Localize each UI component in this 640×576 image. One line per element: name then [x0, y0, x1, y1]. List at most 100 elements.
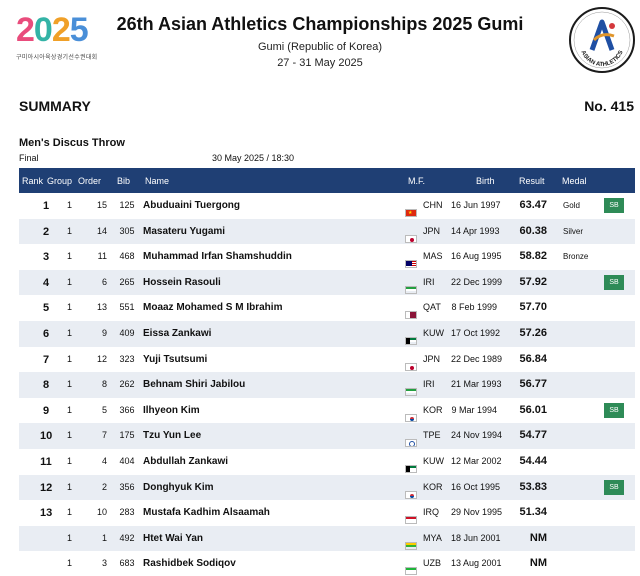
bib-cell: 305	[119, 225, 135, 236]
group-cell: 1	[67, 251, 73, 262]
irq-flag	[405, 509, 417, 525]
bib-cell: 356	[119, 481, 135, 492]
birth-date: 16 Oct 1995	[451, 481, 501, 492]
country-code: CHN	[423, 200, 443, 210]
rank-cell: 12	[40, 481, 53, 494]
birth-date: 18 Jun 2001	[451, 532, 501, 543]
rank-cell: 2	[42, 225, 50, 238]
logo-subtitle: 구미아시아육상경기선수권대회	[16, 55, 98, 61]
uzb-flag	[405, 560, 417, 576]
table-row: 10 1 7 175 Tzu Yun Lee TPE 24 Nov 1994 54.77	[19, 423, 635, 449]
kor-flag	[405, 407, 417, 422]
table-row: 5 1 13 551 Moaaz Mohamed S M Ibrahim QAT 8 Feb…	[19, 295, 635, 321]
order-cell: 7	[101, 430, 107, 441]
logo-mark: 2025	[16, 11, 89, 49]
mas-flag	[405, 253, 417, 269]
table-row: 6 1 9 409 Eissa Zankawi KUW 17 Oct 1992 57.26	[19, 320, 635, 347]
col-order: Order	[78, 176, 102, 186]
result-mark: 57.70	[519, 301, 547, 314]
group-cell: 1	[67, 225, 73, 236]
order-cell: 2	[101, 481, 107, 492]
group-cell: 1	[67, 379, 73, 390]
table-row: 1 1 15 125 Abuduaini Tuergong ★ CHN 16 Jun 1997…	[19, 193, 635, 219]
group-cell: 1	[67, 430, 73, 441]
event-name: Men's Discus Throw	[19, 137, 125, 149]
title-block: 26th Asian Athletics Championships 2025 …	[110, 12, 530, 69]
order-cell: 15	[96, 200, 107, 210]
country-code: QAT	[423, 302, 441, 313]
results-table-body: 1 1 15 125 Abuduaini Tuergong ★ CHN 16 Jun 1997…	[19, 193, 635, 576]
order-cell: 8	[101, 379, 107, 390]
athlete-name: Hossein Rasouli	[143, 276, 221, 288]
kuw-flag	[405, 458, 417, 473]
championship-dates: 27 - 31 May 2025	[277, 57, 363, 69]
kor-flag	[405, 484, 417, 499]
birth-date: 16 Aug 1995	[451, 251, 502, 262]
result-mark: 53.83	[519, 480, 547, 493]
athlete-name: Ilhyeon Kim	[143, 404, 200, 416]
group-cell: 1	[67, 455, 73, 466]
bib-cell: 175	[119, 430, 135, 441]
order-cell: 3	[101, 558, 107, 569]
championship-title: 26th Asian Athletics Championships 2025 …	[116, 14, 524, 34]
birth-date: 9 Mar 1994	[451, 404, 497, 415]
group-cell: 1	[67, 481, 73, 492]
venue: Gumi (Republic of Korea)	[257, 41, 383, 53]
country-code: IRQ	[423, 507, 440, 518]
bib-cell: 468	[119, 251, 135, 262]
country-code: KOR	[423, 481, 443, 492]
order-cell: 13	[96, 302, 107, 313]
athlete-name: Rashidbek Sodiqov	[143, 558, 236, 570]
athlete-name: Eissa Zankawi	[143, 327, 212, 339]
country-code: KUW	[423, 455, 444, 466]
result-mark: 56.84	[519, 352, 547, 365]
birth-date: 16 Jun 1997	[451, 200, 501, 210]
order-cell: 9	[101, 327, 107, 338]
result-mark: 54.44	[519, 454, 547, 467]
rank-cell: 4	[42, 276, 50, 289]
document-type: SUMMARY	[19, 98, 91, 114]
country-code: UZB	[423, 558, 441, 569]
col-medal: Medal	[562, 176, 587, 186]
medal-cell: Bronze	[563, 252, 589, 262]
medal-cell: Silver	[563, 226, 584, 236]
chn-flag: ★	[405, 202, 417, 217]
rank-cell: 11	[40, 455, 52, 468]
group-cell: 1	[67, 558, 73, 569]
rank-cell: 7	[42, 353, 50, 366]
bib-cell: 683	[119, 558, 135, 569]
order-cell: 1	[101, 532, 107, 543]
group-cell: 1	[67, 302, 73, 313]
table-row: 9 1 5 366 Ilhyeon Kim KOR 9 Mar 1994 56.01 SB	[19, 398, 635, 424]
country-code: KUW	[423, 327, 444, 338]
bib-cell: 366	[119, 404, 135, 415]
table-row: 4 1 6 265 Hossein Rasouli IRI 22 Dec 1999 57.92…	[19, 269, 635, 296]
result-mark: NM	[529, 531, 547, 544]
group-cell: 1	[67, 532, 73, 543]
event-datetime: 30 May 2025 / 18:30	[212, 153, 295, 163]
table-row: 1 1 492 Htet Wai Yan MYA 18 Jun 2001 NM	[19, 525, 635, 552]
country-code: IRI	[423, 276, 435, 287]
country-code: IRI	[423, 379, 435, 390]
result-mark: 58.82	[519, 250, 547, 263]
athlete-name: Mustafa Kadhim Alsaamah	[143, 507, 270, 519]
season-best-badge: SB	[604, 274, 624, 290]
group-cell: 1	[67, 507, 73, 518]
country-code: KOR	[423, 404, 443, 415]
group-cell: 1	[67, 404, 73, 415]
birth-date: 24 Nov 1994	[451, 430, 503, 441]
season-best-badge: SB	[604, 198, 624, 213]
rank-cell: 6	[42, 327, 50, 340]
jpn-flag	[405, 228, 417, 243]
result-mark: 54.77	[519, 429, 547, 442]
season-best-badge: SB	[604, 479, 624, 495]
qat-flag	[405, 304, 417, 320]
order-cell: 5	[101, 404, 107, 415]
result-mark: 51.34	[519, 506, 547, 519]
athlete-name: Htet Wai Yan	[143, 532, 204, 544]
order-cell: 10	[96, 507, 107, 518]
birth-date: 21 Mar 1993	[451, 379, 502, 390]
bib-cell: 323	[119, 353, 135, 364]
table-row: 13 1 10 283 Mustafa Kadhim Alsaamah IRQ 29 Nov…	[19, 500, 635, 526]
country-code: JPN	[423, 353, 441, 364]
